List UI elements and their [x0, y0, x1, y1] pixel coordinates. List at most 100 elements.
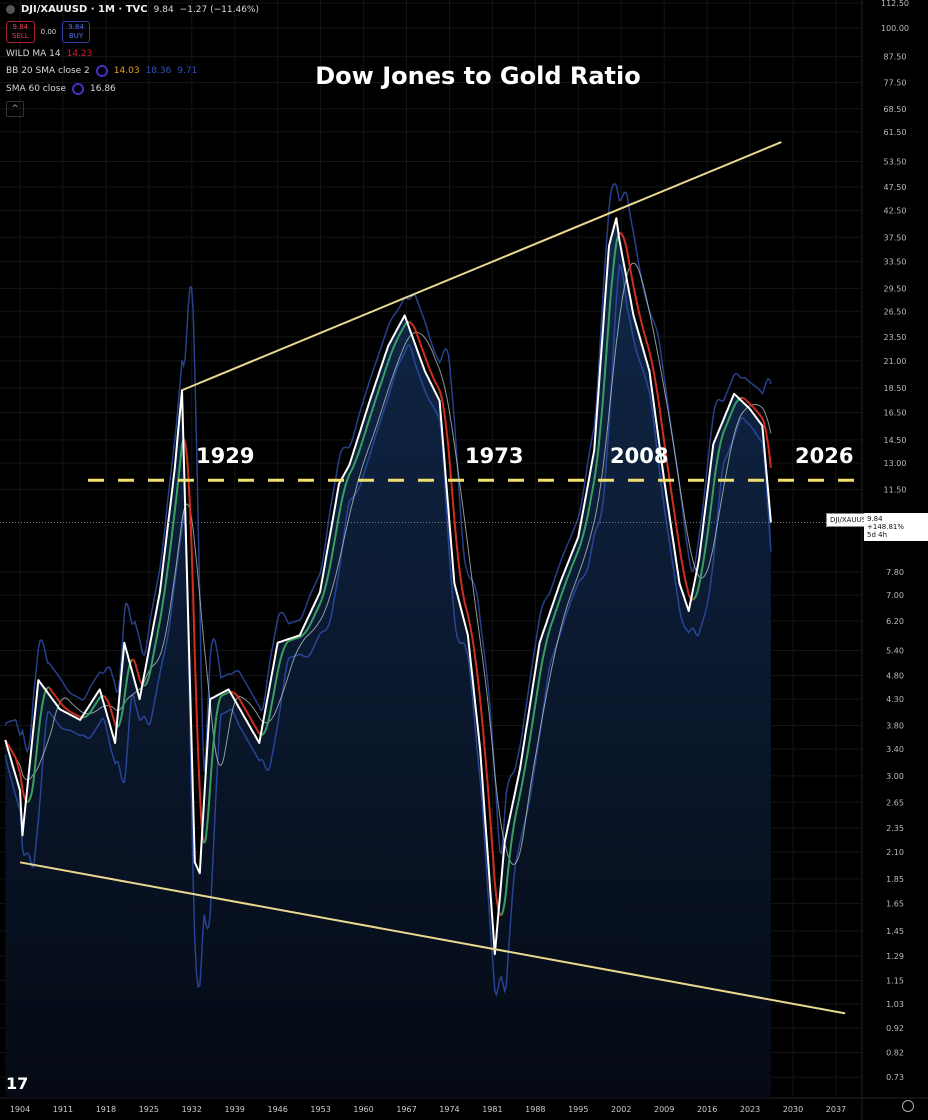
wild-ma-segment — [768, 454, 772, 468]
y-tick-label: 1.65 — [886, 899, 904, 908]
x-tick-label: 1967 — [396, 1105, 416, 1114]
settings-circle-icon[interactable] — [95, 65, 108, 77]
wild-ma-segment — [108, 703, 112, 709]
wild-ma-segment — [336, 515, 340, 525]
wild-ma-segment — [526, 744, 531, 754]
wild-ma-segment — [296, 636, 299, 640]
wild-ma-segment — [243, 706, 247, 711]
wild-ma-segment — [469, 629, 474, 639]
wild-ma-segment — [112, 718, 117, 725]
wild-ma-segment — [95, 699, 100, 703]
buy-button[interactable]: 9.84 BUY — [62, 21, 90, 43]
symbol-name[interactable]: DJI/XAUUSD · 1M · TVC — [21, 4, 148, 15]
wild-ma-segment — [60, 703, 64, 707]
wild-ma-segment — [14, 757, 19, 763]
indicator-value: 14.03 — [113, 66, 140, 76]
wild-ma-segment — [267, 713, 271, 721]
y-tick-label: 2.65 — [886, 798, 904, 807]
y-tick-label: 2.35 — [886, 824, 904, 833]
wild-ma-segment — [263, 730, 267, 734]
wild-ma-segment — [302, 632, 306, 636]
wild-ma-segment — [377, 384, 382, 390]
wild-ma-segment — [687, 593, 692, 599]
wild-ma-segment — [582, 528, 586, 536]
wild-ma-segment — [204, 825, 209, 840]
wild-ma-segment — [129, 659, 133, 663]
wild-ma-segment — [317, 603, 321, 608]
settings-circle-icon[interactable] — [72, 83, 84, 95]
wild-ma-segment — [437, 387, 441, 392]
x-tick-label: 1988 — [525, 1105, 545, 1114]
wild-ma-segment — [403, 322, 407, 326]
wild-ma-segment — [338, 507, 342, 516]
wild-ma-segment — [173, 499, 178, 513]
wild-ma-segment — [164, 572, 169, 584]
wild-ma-segment — [590, 489, 594, 499]
wild-ma-segment — [35, 734, 40, 751]
indicator-bb[interactable]: BB 20 SMA close 2 14.03 18.36 9.71 — [6, 65, 259, 77]
wild-ma-segment — [92, 704, 97, 708]
wild-ma-segment — [241, 703, 245, 708]
wild-ma-segment — [325, 576, 329, 584]
indicator-wild-ma[interactable]: WILD MA 14 14.23 — [6, 49, 259, 59]
bollinger-upper-band — [4, 183, 772, 855]
annotation-1929: 1929 — [196, 444, 255, 468]
wild-ma-segment — [744, 398, 748, 402]
indicator-sma[interactable]: SMA 60 close 16.86 — [6, 83, 259, 95]
y-tick-label: 1.45 — [886, 927, 904, 936]
wild-ma-segment — [289, 638, 293, 642]
y-tick-label: 16.50 — [884, 408, 907, 417]
wild-ma-segment — [195, 707, 200, 754]
wild-ma-segment — [52, 692, 57, 697]
wild-ma-segment — [146, 676, 150, 682]
wild-ma-segment — [55, 697, 60, 701]
wild-ma-segment — [588, 497, 592, 507]
annotation-2026: 2026 — [795, 444, 854, 468]
wild-ma-segment — [189, 506, 193, 548]
wild-ma-segment — [117, 723, 121, 728]
wild-ma-segment — [695, 590, 699, 596]
annotation-1973: 1973 — [465, 444, 524, 468]
wild-ma-segment — [365, 422, 370, 429]
wild-ma-segment — [742, 397, 746, 400]
wild-ma-segment — [123, 687, 127, 699]
sell-price: 9.84 — [12, 23, 29, 31]
wild-ma-segment — [63, 706, 67, 710]
wild-ma-segment — [602, 378, 606, 398]
x-tick-label: 1946 — [267, 1105, 287, 1114]
wild-ma-segment — [151, 653, 155, 663]
wild-ma-segment — [297, 636, 301, 639]
wild-ma-segment — [515, 801, 520, 810]
buy-price: 9.84 — [68, 23, 84, 31]
wild-ma-segment — [315, 606, 320, 611]
wild-ma-segment — [767, 444, 771, 456]
wild-ma-segment — [670, 495, 675, 507]
wild-ma-segment — [158, 612, 163, 622]
tradingview-logo[interactable]: 17 — [6, 1074, 29, 1093]
wild-ma-segment — [73, 712, 76, 716]
wild-ma-segment — [645, 340, 649, 347]
wild-ma-segment — [120, 709, 124, 719]
wild-ma-segment — [57, 699, 61, 703]
wild-ma-segment — [357, 447, 362, 453]
wild-ma-segment — [314, 609, 318, 615]
wild-ma-segment — [157, 620, 161, 630]
wild-ma-segment — [169, 536, 173, 550]
wild-ma-segment — [279, 652, 284, 659]
legend: DJI/XAUUSD · 1M · TVC 9.84 −1.27 (−11.46… — [6, 4, 259, 117]
wild-ma-segment — [546, 631, 550, 639]
wild-ma-segment — [707, 514, 712, 527]
wild-ma-segment — [97, 697, 101, 701]
wild-ma-segment — [583, 521, 588, 530]
sell-button[interactable]: 9.84 SELL — [6, 21, 35, 43]
wild-ma-segment — [638, 315, 643, 323]
wild-ma-segment — [632, 285, 637, 295]
y-tick-label: 3.80 — [886, 721, 904, 730]
wild-ma-segment — [420, 347, 425, 353]
y-tick-label: 100.00 — [881, 24, 909, 33]
wild-ma-segment — [490, 841, 495, 862]
chevron-up-icon[interactable]: ^ — [6, 101, 24, 117]
reset-scale-icon[interactable] — [902, 1100, 914, 1112]
wild-ma-segment — [568, 569, 572, 575]
